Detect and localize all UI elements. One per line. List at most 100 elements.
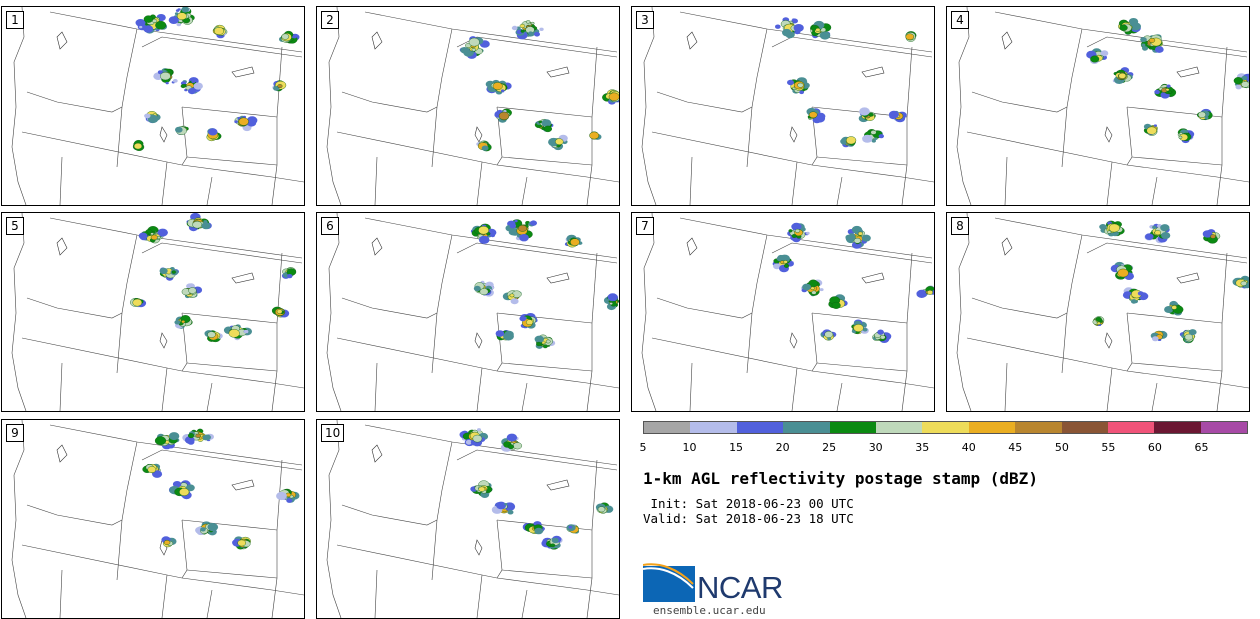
border-line: [1131, 156, 1223, 166]
reflectivity-echo: [519, 316, 527, 322]
reflectivity-echo: [551, 537, 559, 544]
reflectivity-echo: [495, 330, 505, 337]
reflectivity-echo: [1108, 223, 1120, 233]
reflectivity-echo: [509, 293, 515, 298]
border-line: [641, 7, 657, 205]
reflectivity-echo: [819, 288, 824, 292]
reflectivity-echo: [1161, 232, 1171, 239]
reflectivity-echo: [244, 329, 249, 334]
lake-outline: [231, 272, 255, 284]
reflectivity-echo: [806, 231, 810, 235]
border-line: [1126, 106, 1133, 166]
reflectivity-echo: [478, 235, 490, 244]
border-line: [121, 234, 138, 314]
reflectivity-echo: [877, 329, 884, 335]
reflectivity-echo: [165, 81, 169, 85]
postage-stamp-panel-3: 3: [631, 6, 935, 206]
reflectivity-echo: [472, 434, 483, 443]
reflectivity-echo: [143, 15, 154, 23]
reflectivity-echo: [1164, 306, 1174, 313]
reflectivity-echo: [874, 137, 878, 140]
border-line: [26, 504, 123, 526]
lake-outline: [1104, 126, 1113, 143]
colorbar-tick-label: 20: [775, 441, 790, 454]
reflectivity-echo: [155, 20, 167, 30]
colorbar-tick-label: 10: [682, 441, 697, 454]
reflectivity-echo: [810, 286, 815, 291]
border-line: [481, 574, 619, 596]
reflectivity-echo: [175, 126, 183, 133]
reflectivity-echo: [1165, 88, 1170, 92]
reflectivity-echo: [861, 234, 871, 242]
border-line: [1004, 156, 1008, 205]
border-line: [906, 252, 913, 324]
border-line: [641, 213, 657, 411]
reflectivity-echo: [207, 331, 216, 338]
reflectivity-echo: [589, 131, 600, 140]
border-line: [836, 382, 843, 411]
border-line: [1106, 367, 1113, 411]
reflectivity-echo: [531, 24, 535, 28]
reflectivity-echo: [1197, 111, 1206, 118]
reflectivity-echo: [207, 523, 219, 532]
border-line: [1066, 28, 1083, 108]
reflectivity-echo: [1107, 230, 1112, 234]
reflectivity-echo: [1130, 299, 1137, 304]
reflectivity-echo: [1153, 124, 1157, 127]
reflectivity-echo: [1160, 224, 1170, 232]
border-line: [326, 7, 342, 205]
reflectivity-echo: [927, 290, 934, 295]
border-line: [374, 569, 378, 618]
border-line: [11, 420, 27, 618]
border-line: [746, 106, 753, 168]
border-line: [21, 544, 168, 576]
reflectivity-echo: [176, 12, 187, 20]
colorbar-bin-5: [875, 422, 923, 433]
border-line: [186, 156, 278, 166]
reflectivity-echo: [1235, 84, 1242, 90]
border-line: [121, 28, 138, 108]
reflectivity-echo: [492, 82, 503, 91]
ncar-logo-icon: [643, 563, 695, 602]
border-line: [336, 544, 483, 576]
border-line: [21, 131, 168, 163]
reflectivity-echo: [501, 89, 505, 92]
colorbar-bin-11: [1154, 422, 1201, 433]
reflectivity-echo: [815, 27, 821, 32]
reflectivity-echo: [846, 136, 857, 145]
border-line: [456, 36, 618, 58]
border-line: [501, 156, 593, 166]
reflectivity-echo: [171, 270, 176, 274]
border-line: [431, 106, 438, 168]
reflectivity-echo: [180, 84, 186, 89]
reflectivity-echo: [201, 222, 211, 230]
reflectivity-echo: [188, 287, 197, 294]
lake-outline: [861, 66, 885, 78]
border-line: [481, 161, 619, 183]
border-line: [271, 577, 278, 618]
reflectivity-echo: [782, 28, 792, 37]
reflectivity-echo: [853, 237, 862, 244]
map: [956, 213, 1249, 411]
reflectivity-echo: [783, 263, 790, 268]
panel-number: 9: [6, 424, 24, 442]
reflectivity-echo: [1117, 268, 1129, 278]
reflectivity-echo: [539, 27, 544, 31]
lake-outline: [159, 126, 168, 143]
reflectivity-echo: [507, 509, 514, 515]
border-line: [186, 362, 278, 372]
border-line: [1151, 382, 1158, 411]
reflectivity-echo: [460, 47, 469, 54]
border-line: [791, 367, 798, 411]
border-line: [476, 161, 483, 205]
border-line: [1151, 176, 1158, 205]
panel-number: 4: [951, 11, 969, 29]
reflectivity-echo: [1118, 72, 1127, 79]
reflectivity-echo: [238, 117, 249, 126]
reflectivity-echo: [802, 283, 812, 291]
reflectivity-echo: [542, 344, 548, 349]
border-line: [591, 252, 598, 324]
postage-stamp-panel-6: 6: [316, 212, 620, 412]
border-line: [591, 459, 598, 531]
panel-number: 5: [6, 217, 24, 235]
